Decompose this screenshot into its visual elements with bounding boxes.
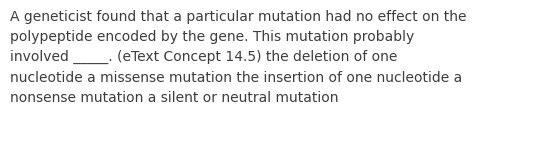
Text: A geneticist found that a particular mutation had no effect on the
polypeptide e: A geneticist found that a particular mut… (10, 10, 466, 105)
